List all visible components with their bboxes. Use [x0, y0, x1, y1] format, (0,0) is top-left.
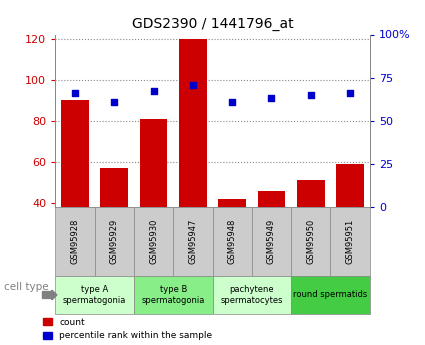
Point: [307, 92, 314, 98]
Bar: [179, 39, 207, 285]
Text: GSM95951: GSM95951: [346, 219, 354, 264]
Point: [229, 99, 235, 105]
Bar: [140, 119, 167, 285]
Bar: [336, 164, 364, 285]
Legend: count, percentile rank within the sample: count, percentile rank within the sample: [43, 318, 212, 341]
Bar: [297, 180, 325, 285]
Text: type A
spermatogonia: type A spermatogonia: [63, 285, 126, 305]
Point: [347, 90, 354, 96]
Point: [71, 90, 78, 96]
Point: [150, 89, 157, 94]
Text: GSM95947: GSM95947: [188, 219, 197, 264]
Text: cell type: cell type: [4, 283, 49, 292]
Text: GSM95928: GSM95928: [71, 219, 79, 264]
Text: GSM95930: GSM95930: [149, 219, 158, 264]
Text: pachytene
spermatocytes: pachytene spermatocytes: [221, 285, 283, 305]
Point: [190, 82, 196, 87]
Text: GSM95929: GSM95929: [110, 219, 119, 264]
Bar: [258, 190, 285, 285]
Text: type B
spermatogonia: type B spermatogonia: [142, 285, 205, 305]
Point: [268, 96, 275, 101]
Bar: [218, 199, 246, 285]
Point: [111, 99, 118, 105]
Bar: [100, 168, 128, 285]
Text: GSM95948: GSM95948: [228, 219, 237, 264]
Title: GDS2390 / 1441796_at: GDS2390 / 1441796_at: [132, 17, 293, 31]
Bar: [61, 100, 89, 285]
Text: GSM95949: GSM95949: [267, 219, 276, 264]
Text: GSM95950: GSM95950: [306, 219, 315, 264]
Text: round spermatids: round spermatids: [293, 290, 368, 299]
